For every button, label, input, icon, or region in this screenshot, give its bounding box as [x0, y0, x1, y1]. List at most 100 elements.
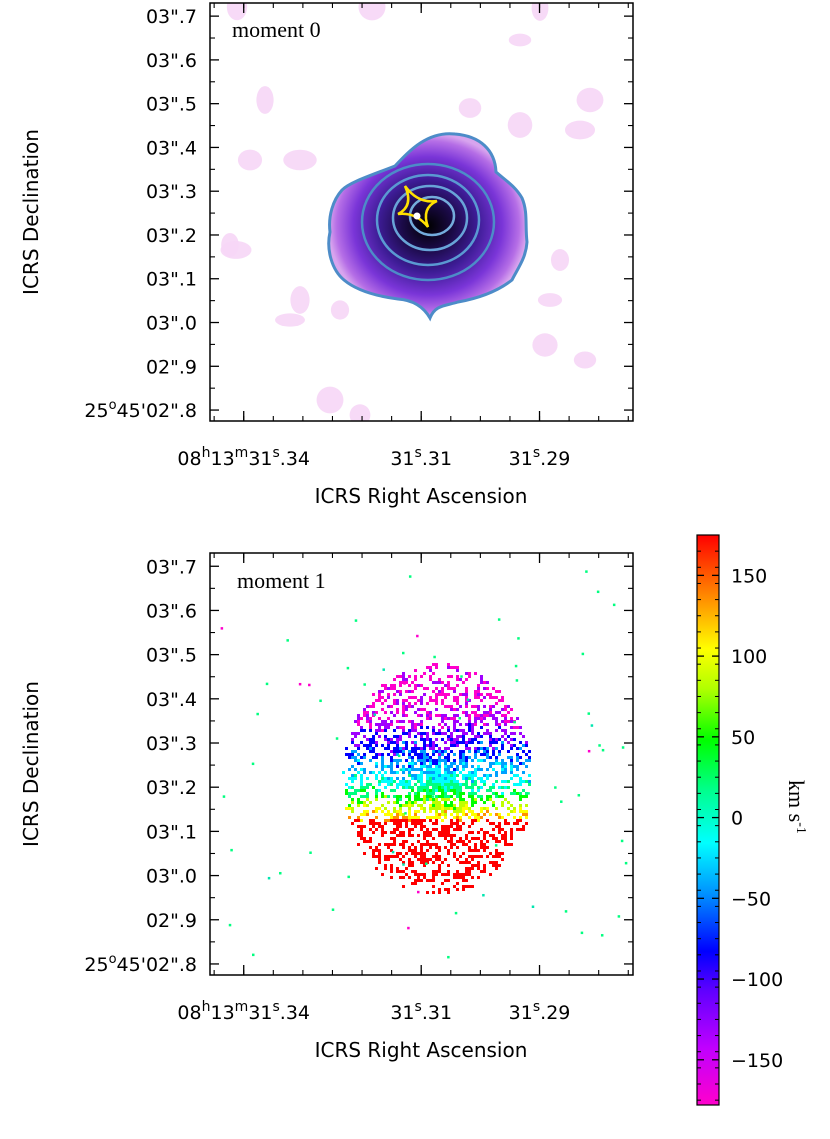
- velocity-pixel: [456, 858, 459, 861]
- velocity-pixel: [399, 795, 402, 798]
- velocity-pixel: [363, 683, 366, 686]
- velocity-pixel: [498, 738, 501, 741]
- velocity-pixel: [450, 807, 453, 810]
- velocity-pixel: [393, 684, 396, 687]
- velocity-pixel: [501, 768, 504, 771]
- velocity-pixel: [402, 672, 405, 675]
- velocity-pixel: [525, 765, 528, 768]
- velocity-pixel: [279, 871, 282, 875]
- velocity-pixel: [357, 789, 360, 792]
- velocity-pixel: [468, 771, 471, 774]
- velocity-pixel: [447, 717, 450, 720]
- velocity-pixel: [402, 702, 405, 705]
- moment0-ticks: [210, 3, 633, 421]
- velocity-pixel: [432, 807, 435, 810]
- velocity-pixel: [486, 729, 489, 732]
- velocity-pixel: [420, 756, 423, 759]
- velocity-pixel: [477, 777, 480, 780]
- velocity-pixel: [393, 714, 396, 717]
- velocity-pixel: [462, 852, 465, 855]
- velocity-pixel: [444, 696, 447, 699]
- velocity-pixel: [402, 753, 405, 756]
- velocity-pixel: [477, 819, 480, 822]
- velocity-pixel: [432, 891, 435, 894]
- velocity-pixel: [438, 804, 441, 807]
- moment1-panel: 03".703".603".503".403".303".203".103".0…: [19, 552, 634, 1062]
- velocity-pixel: [387, 858, 390, 861]
- velocity-pixel: [447, 687, 450, 690]
- velocity-pixel: [390, 837, 393, 840]
- velocity-pixel: [447, 879, 450, 882]
- velocity-pixel: [435, 828, 438, 831]
- velocity-pixel: [423, 810, 426, 813]
- velocity-pixel: [471, 849, 474, 852]
- velocity-pixel: [432, 837, 435, 840]
- velocity-pixel: [435, 750, 438, 753]
- velocity-pixel: [366, 711, 369, 714]
- velocity-pixel: [522, 789, 525, 792]
- colorbar-unit-main: km s: [784, 780, 809, 822]
- velocity-pixel: [363, 840, 366, 843]
- velocity-pixel: [453, 834, 456, 837]
- velocity-pixel: [444, 879, 447, 882]
- velocity-pixel: [453, 777, 456, 780]
- velocity-pixel: [504, 819, 507, 822]
- velocity-pixel: [495, 690, 498, 693]
- velocity-pixel: [390, 843, 393, 846]
- velocity-pixel: [495, 738, 498, 741]
- velocity-pixel: [477, 735, 480, 738]
- velocity-pixel: [426, 765, 429, 768]
- velocity-pixel: [456, 702, 459, 705]
- velocity-pixel: [378, 825, 381, 828]
- velocity-pixel: [450, 801, 453, 804]
- velocity-pixel: [507, 711, 510, 714]
- velocity-pixel: [504, 720, 507, 723]
- velocity-pixel: [489, 822, 492, 825]
- velocity-pixel: [441, 819, 444, 822]
- velocity-pixel: [519, 816, 522, 819]
- velocity-pixel: [432, 816, 435, 819]
- velocity-pixel: [525, 759, 528, 762]
- velocity-pixel: [477, 705, 480, 708]
- velocity-pixel: [453, 771, 456, 774]
- velocity-pixel: [405, 759, 408, 762]
- moment0-inner-contours: [360, 162, 496, 282]
- velocity-pixel: [348, 807, 351, 810]
- velocity-pixel: [414, 846, 417, 849]
- velocity-pixel: [417, 723, 420, 726]
- velocity-pixel: [426, 816, 429, 819]
- colorbar-tick-label: −100: [731, 969, 783, 991]
- velocity-pixel: [468, 831, 471, 834]
- velocity-pixel: [396, 759, 399, 762]
- velocity-pixel: [513, 807, 516, 810]
- velocity-pixel: [489, 774, 492, 777]
- y-tick-label: 03".0: [146, 313, 197, 335]
- velocity-pixel: [411, 696, 414, 699]
- velocity-pixel: [510, 771, 513, 774]
- velocity-pixel: [477, 786, 480, 789]
- y-tick-label-degree: o: [109, 952, 117, 967]
- velocity-pixel: [378, 852, 381, 855]
- velocity-pixel: [468, 729, 471, 732]
- velocity-pixel: [378, 693, 381, 696]
- velocity-pixel: [492, 834, 495, 837]
- velocity-pixel: [525, 804, 528, 807]
- velocity-pixel: [450, 813, 453, 816]
- velocity-pixel: [402, 786, 405, 789]
- velocity-pixel: [366, 783, 369, 786]
- velocity-pixel: [507, 741, 510, 744]
- velocity-pixel: [468, 855, 471, 858]
- velocity-pixel: [525, 753, 528, 756]
- velocity-pixel: [444, 888, 447, 891]
- velocity-pixel: [525, 744, 528, 747]
- velocity-pixel: [384, 855, 387, 858]
- velocity-pixel: [348, 792, 351, 795]
- velocity-pixel: [438, 732, 441, 735]
- velocity-pixel: [357, 801, 360, 804]
- y-tick-label: 03".0: [146, 866, 197, 888]
- velocity-pixel: [432, 786, 435, 789]
- velocity-pixel: [375, 822, 378, 825]
- velocity-pixel: [453, 696, 456, 699]
- velocity-pixel: [411, 828, 414, 831]
- velocity-pixel: [438, 870, 441, 873]
